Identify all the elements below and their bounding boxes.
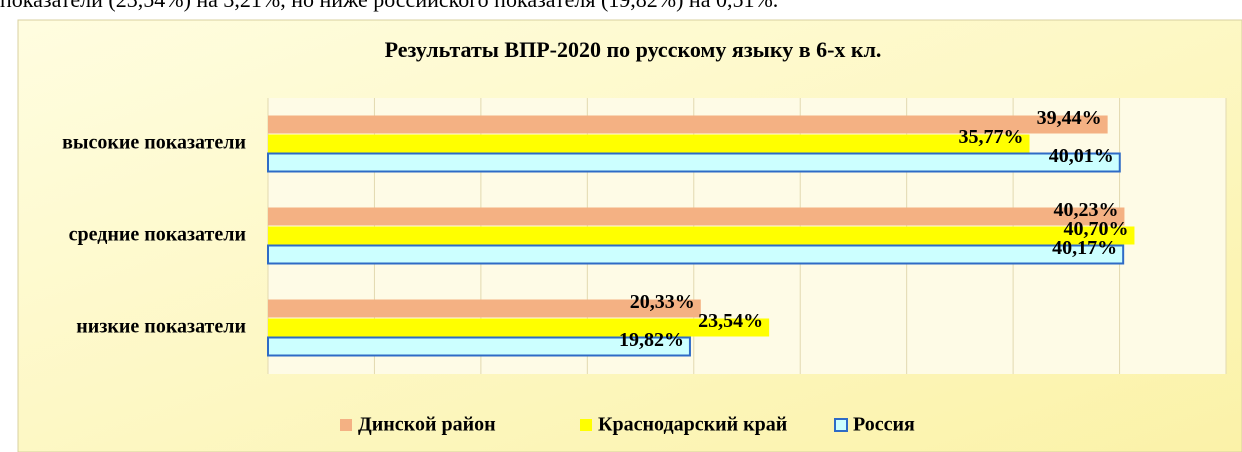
value-label: 35,77% — [959, 126, 1024, 148]
chart-title: Результаты ВПР-2020 по русскому языку в … — [385, 37, 882, 62]
category-label: низкие показатели — [76, 316, 246, 338]
value-label: 23,54% — [698, 310, 763, 332]
value-label: 19,82% — [619, 329, 684, 351]
bar — [268, 115, 1108, 134]
legend-label: Россия — [853, 414, 915, 436]
bar — [267, 244, 1125, 265]
legend-swatch — [834, 418, 848, 432]
value-label: 40,01% — [1049, 145, 1114, 167]
bar — [268, 299, 701, 318]
bar — [268, 226, 1135, 245]
category-label: средние показатели — [69, 224, 246, 246]
value-label: 40,70% — [1063, 218, 1128, 240]
bar — [267, 152, 1121, 173]
category-label: высокие показатели — [62, 132, 246, 154]
bar — [268, 134, 1030, 153]
bar — [268, 318, 770, 337]
legend-swatch — [580, 419, 592, 431]
value-label: 39,44% — [1037, 107, 1102, 129]
legend-label: Краснодарский край — [598, 414, 787, 436]
value-label: 40,23% — [1053, 199, 1118, 221]
value-label: 40,17% — [1052, 237, 1117, 259]
legend-swatch — [340, 419, 352, 431]
legend-label: Динской район — [358, 414, 496, 436]
bar — [268, 207, 1125, 226]
value-label: 20,33% — [630, 291, 695, 313]
header-text: показатели (23,54%) на 3,21%, но ниже ро… — [0, 0, 778, 12]
bar — [267, 336, 691, 357]
